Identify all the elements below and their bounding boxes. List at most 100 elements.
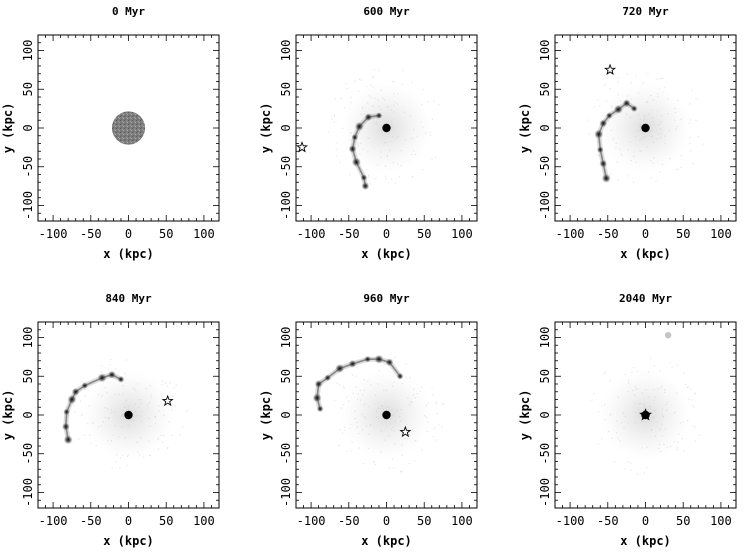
- halo-particle: [673, 412, 676, 414]
- halo-particle: [648, 408, 651, 410]
- panel-title: 2040 Myr: [619, 292, 672, 305]
- halo-particle: [632, 366, 635, 369]
- x-tick-label: 50: [417, 227, 431, 241]
- halo-particle: [662, 415, 664, 418]
- halo-particle: [425, 416, 427, 418]
- star-forming-clump: [67, 394, 77, 405]
- halo-particle: [409, 115, 411, 117]
- halo-particle: [643, 136, 645, 138]
- halo-particle: [391, 409, 393, 411]
- halo-particle: [619, 440, 622, 442]
- halo-particle: [391, 385, 394, 387]
- halo-particle: [653, 365, 655, 367]
- halo-particle: [154, 415, 156, 418]
- halo-particle: [651, 117, 654, 119]
- halo-particle: [381, 407, 384, 410]
- halo-particle: [367, 447, 370, 450]
- star-forming-clump: [596, 146, 604, 154]
- particle-field: [591, 331, 701, 475]
- halo-particle: [421, 103, 423, 106]
- halo-particle: [367, 137, 370, 139]
- halo-particle: [604, 84, 606, 86]
- halo-particle: [364, 417, 367, 419]
- halo-particle: [400, 471, 403, 473]
- halo-particle: [356, 421, 358, 424]
- y-tick-label: -100: [279, 478, 293, 507]
- halo-particle: [620, 152, 622, 155]
- x-tick-label: -100: [556, 227, 585, 241]
- faint-clump: [664, 331, 672, 339]
- halo-particle: [676, 446, 678, 449]
- halo-particle: [121, 454, 124, 457]
- panel-title: 600 Myr: [363, 5, 410, 18]
- halo-particle: [157, 448, 160, 451]
- star-forming-clump: [71, 387, 80, 396]
- halo-particle: [675, 128, 677, 130]
- galaxy-core: [382, 410, 391, 420]
- halo-particle: [650, 94, 652, 97]
- halo-particle: [150, 396, 153, 399]
- halo-particle: [650, 136, 653, 138]
- halo-particle: [149, 425, 151, 428]
- halo-particle: [619, 148, 621, 151]
- halo-particle: [689, 119, 691, 121]
- halo-particle: [344, 426, 346, 429]
- halo-particle: [356, 398, 359, 401]
- halo-particle: [653, 388, 655, 391]
- halo-particle: [400, 408, 402, 411]
- halo-particle: [380, 451, 382, 453]
- halo-particle: [340, 97, 342, 100]
- halo-particle: [616, 161, 619, 164]
- halo-particle: [588, 132, 591, 135]
- star-forming-clump: [314, 380, 323, 388]
- halo-particle: [374, 394, 377, 397]
- halo-particle: [632, 389, 634, 392]
- halo-particle: [367, 380, 369, 382]
- halo-particle: [385, 177, 387, 180]
- halo-particle: [357, 145, 360, 147]
- halo-particle: [385, 141, 388, 144]
- halo-particle: [676, 448, 678, 451]
- perturber-star-marker: [399, 425, 412, 438]
- y-axis-label: y (kpc): [518, 390, 532, 441]
- halo-particle: [617, 179, 619, 181]
- halo-particle: [695, 98, 697, 100]
- halo-particle: [410, 81, 413, 83]
- halo-particle: [344, 429, 346, 432]
- halo-particle: [615, 142, 617, 145]
- halo-particle: [691, 425, 694, 427]
- halo-particle: [92, 421, 95, 424]
- halo-particle: [147, 404, 149, 406]
- halo-particle: [395, 136, 398, 139]
- halo-particle: [432, 394, 434, 396]
- halo-particle: [427, 101, 429, 103]
- x-axis-label: x (kpc): [361, 247, 412, 261]
- halo-particle: [375, 177, 377, 179]
- star-forming-clump: [117, 375, 125, 383]
- halo-particle: [420, 386, 423, 389]
- halo-particle: [397, 93, 399, 95]
- halo-particle: [370, 96, 373, 99]
- y-tick-label: 50: [279, 82, 293, 96]
- halo-particle: [431, 158, 433, 160]
- halo-particle: [392, 467, 395, 469]
- halo-particle: [393, 430, 395, 432]
- halo-particle: [630, 98, 633, 100]
- halo-particle: [363, 379, 366, 381]
- halo-particle: [114, 411, 116, 413]
- halo-particle: [643, 405, 646, 408]
- halo-particle: [361, 413, 364, 416]
- halo-particle: [689, 103, 691, 105]
- halo-particle: [649, 357, 652, 359]
- halo-particle: [350, 132, 352, 134]
- y-tick-label: -50: [279, 443, 293, 465]
- halo-particle: [100, 425, 102, 427]
- halo-particle: [371, 76, 374, 79]
- halo-particle: [661, 408, 664, 410]
- star-forming-clump: [599, 119, 608, 128]
- halo-particle: [363, 112, 365, 115]
- halo-particle: [382, 97, 384, 100]
- halo-particle: [400, 470, 402, 472]
- halo-particle: [646, 101, 649, 104]
- halo-particle: [145, 387, 147, 390]
